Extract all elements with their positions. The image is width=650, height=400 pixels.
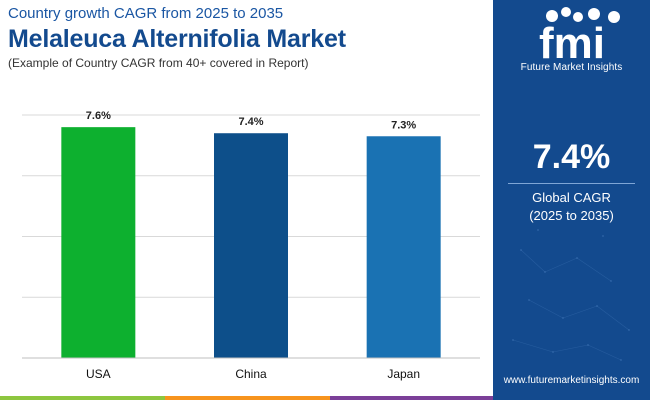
global-cagr-label-line2: (2025 to 2035) <box>529 208 614 223</box>
fmi-logo-caption: Future Market Insights <box>520 62 623 73</box>
chart-kicker: Country growth CAGR from 2025 to 2035 <box>8 5 284 22</box>
x-tick-label-usa: USA <box>86 367 111 381</box>
fmi-logo-text: fmi <box>539 19 605 62</box>
bar-usa <box>61 127 136 359</box>
global-cagr-label-line1: Global CAGR <box>532 190 611 205</box>
chart-note: (Example of Country CAGR from 40+ covere… <box>8 56 309 70</box>
summary-panel: fmi Future Market Insights 7.4% Global C… <box>493 0 650 400</box>
value-divider <box>508 183 635 184</box>
bar-china <box>214 133 288 358</box>
x-tick-label-china: China <box>235 367 267 381</box>
data-label-china: 7.4% <box>238 116 263 128</box>
bar-chart: 7.6% USA 7.4% China 7.3% Japan <box>22 110 480 381</box>
footer-stripe-purple <box>330 396 493 400</box>
chart-header: Country growth CAGR from 2025 to 2035 Me… <box>8 4 488 71</box>
data-label-usa: 7.6% <box>86 110 111 122</box>
global-cagr-value: 7.4% <box>532 138 611 176</box>
fmi-logo-icon: fmi <box>539 7 620 62</box>
global-cagr-label: Global CAGR (2025 to 2035) <box>493 189 650 225</box>
website-link[interactable]: www.futuremarketinsights.com <box>503 375 640 386</box>
x-tick-label-japan: Japan <box>387 367 420 381</box>
fmi-logo: fmi Future Market Insights <box>493 6 650 73</box>
footer-stripe-orange <box>165 396 330 400</box>
data-label-japan: 7.3% <box>391 119 416 131</box>
panel-dots-decoration <box>512 229 630 361</box>
footer-stripe-blue <box>493 396 650 400</box>
bar-japan <box>366 136 441 358</box>
chart-title: Melaleuca Alternifolia Market <box>8 25 346 53</box>
footer-stripe-green <box>0 396 165 400</box>
